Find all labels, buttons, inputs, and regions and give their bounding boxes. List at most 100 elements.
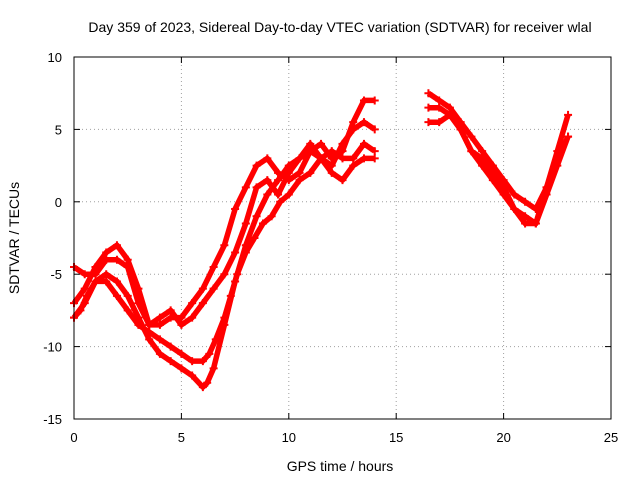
data-point-trace-1 [155, 335, 164, 344]
x-tick-label: 25 [604, 430, 618, 445]
data-point-trace-4 [284, 168, 293, 177]
data-point-trace-7 [478, 161, 487, 170]
data-point-trace-7 [553, 161, 562, 170]
data-point-trace-4 [370, 125, 379, 134]
data-point-trace-3 [252, 161, 261, 170]
grid-lines [74, 57, 611, 419]
data-point-trace-1 [359, 139, 368, 148]
data-point-trace-2 [231, 277, 240, 286]
data-point-trace-1 [188, 357, 197, 366]
data-point-trace-7 [445, 110, 454, 119]
data-point-trace-6 [435, 103, 444, 112]
data-point-trace-2 [134, 313, 143, 322]
data-point-trace-5 [478, 147, 487, 156]
data-point-trace-2 [220, 320, 229, 329]
data-point-trace-2 [241, 241, 250, 250]
data-point-trace-3 [102, 248, 111, 257]
data-point-trace-3 [295, 168, 304, 177]
data-point-trace-3 [112, 241, 121, 250]
series-group [70, 89, 573, 392]
data-point-trace-5 [510, 190, 519, 199]
data-point-trace-1 [102, 277, 111, 286]
data-point-trace-3 [241, 183, 250, 192]
data-point-trace-2 [198, 383, 207, 392]
data-point-trace-2 [274, 176, 283, 185]
data-point-trace-1 [250, 234, 259, 242]
data-point-trace-4 [252, 183, 261, 192]
data-point-trace-7 [456, 125, 465, 134]
data-point-trace-2 [349, 161, 358, 170]
data-point-trace-2 [203, 378, 212, 387]
data-point-trace-3 [155, 320, 164, 329]
data-point-trace-1 [112, 291, 121, 300]
data-point-trace-6 [424, 103, 433, 112]
data-point-trace-2 [177, 364, 186, 373]
x-axis-label: GPS time / hours [287, 458, 394, 474]
data-point-trace-2 [80, 299, 89, 308]
data-point-trace-3 [263, 154, 272, 163]
data-point-trace-4 [241, 219, 250, 228]
data-point-trace-5 [467, 132, 476, 141]
data-point-trace-3 [209, 262, 218, 271]
x-tick-label: 0 [70, 430, 77, 445]
x-tick-labels: 0 5 10 15 20 25 [70, 57, 618, 445]
data-point-trace-4 [220, 270, 229, 279]
data-point-trace-4 [80, 270, 89, 279]
data-point-trace-4 [231, 248, 240, 257]
data-point-trace-4 [177, 320, 186, 329]
data-point-trace-7 [499, 190, 508, 199]
data-point-trace-4 [209, 284, 218, 293]
data-point-trace-2 [91, 277, 100, 286]
y-tick-labels: 10 5 0 -5 -10 -15 [43, 50, 611, 427]
series-line-trace-3 [71, 97, 375, 328]
data-point-trace-4 [306, 139, 315, 148]
data-point-trace-1 [198, 357, 207, 366]
data-point-trace-7 [564, 132, 573, 141]
data-point-trace-2 [102, 270, 111, 279]
data-point-trace-1 [349, 154, 358, 163]
data-point-trace-2 [359, 154, 368, 163]
data-point-trace-4 [112, 255, 121, 264]
data-point-trace-4 [155, 313, 164, 322]
series-line-trace-6 [428, 104, 571, 227]
data-point-trace-3 [123, 255, 132, 264]
data-point-trace-1 [166, 342, 175, 351]
data-point-trace-4 [134, 299, 143, 308]
data-point-trace-2 [252, 212, 261, 221]
data-point-trace-1 [177, 349, 186, 358]
data-point-trace-7 [510, 205, 519, 214]
data-point-trace-3 [231, 205, 240, 214]
data-point-trace-7 [435, 118, 444, 127]
y-tick-label: 0 [55, 195, 62, 210]
data-point-trace-3 [80, 284, 89, 293]
data-point-trace-4 [327, 161, 336, 170]
data-point-trace-5 [424, 89, 433, 98]
plot-frame [73, 56, 612, 420]
data-point-trace-3 [370, 96, 379, 105]
data-point-trace-1 [205, 349, 214, 358]
x-tick-label: 5 [178, 430, 185, 445]
data-point-trace-4 [123, 262, 132, 271]
x-tick-label: 20 [496, 430, 510, 445]
data-point-trace-2 [145, 335, 154, 344]
data-point-trace-2 [123, 291, 132, 300]
data-point-trace-2 [327, 168, 336, 177]
data-point-trace-3 [274, 168, 283, 177]
data-point-trace-1 [338, 154, 347, 163]
data-point-trace-1 [259, 219, 268, 228]
series-line-trace-7 [428, 112, 571, 227]
data-point-trace-7 [531, 219, 540, 228]
data-point-trace-1 [276, 197, 285, 206]
data-point-trace-4 [359, 118, 368, 127]
data-point-trace-4 [91, 270, 100, 279]
data-point-trace-4 [317, 154, 326, 163]
data-point-trace-3 [198, 284, 207, 293]
data-point-trace-1 [370, 147, 379, 156]
data-point-trace-5 [564, 110, 573, 119]
data-point-trace-4 [188, 313, 197, 322]
y-tick-label: 10 [48, 50, 62, 65]
data-point-trace-3 [349, 118, 358, 127]
data-point-trace-2 [155, 349, 164, 358]
x-tick-label: 15 [389, 430, 403, 445]
data-point-trace-1 [267, 212, 276, 221]
